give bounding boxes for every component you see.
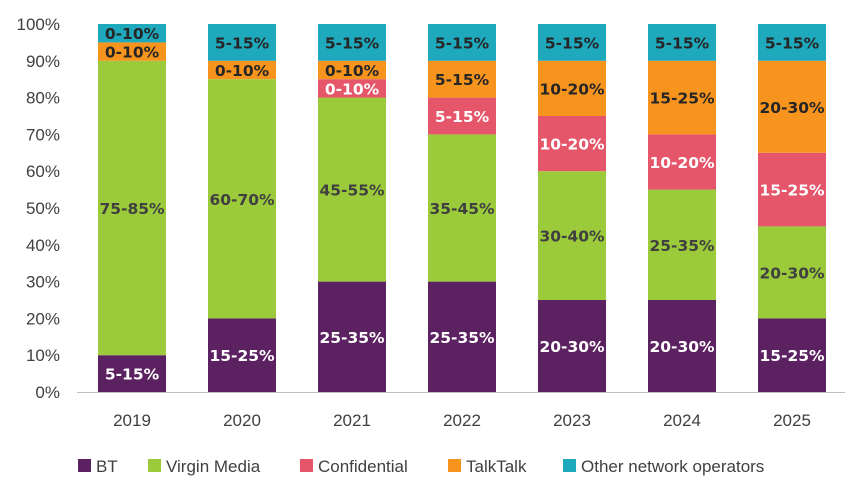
- bar-segment: [98, 24, 166, 43]
- legend-label: Virgin Media: [166, 457, 261, 476]
- x-tick-label: 2021: [333, 411, 371, 430]
- legend-swatch: [448, 459, 461, 472]
- legend-label: TalkTalk: [466, 457, 527, 476]
- data-label: 5-15%: [325, 34, 380, 52]
- data-label: 30-40%: [539, 228, 605, 246]
- data-label: 75-85%: [99, 200, 165, 218]
- bar-segment: [318, 60, 386, 80]
- bar-segment: [208, 24, 276, 61]
- data-label: 25-35%: [319, 329, 385, 347]
- x-tick-label: 2023: [553, 411, 591, 430]
- y-tick-label: 50%: [26, 199, 60, 218]
- legend: BT Virgin Media Confidential TalkTalk Other …: [78, 457, 764, 476]
- data-label: 20-30%: [759, 264, 825, 282]
- data-label: 10-20%: [539, 136, 605, 154]
- bar-segment: [98, 42, 166, 61]
- data-label: 5-15%: [215, 34, 270, 52]
- y-tick-label: 0%: [35, 383, 60, 402]
- y-tick-label: 70%: [26, 125, 60, 144]
- bar-segment: [428, 97, 496, 135]
- bar-segment: [318, 97, 386, 282]
- bar-segment: [208, 318, 276, 392]
- y-tick-label: 80%: [26, 89, 60, 108]
- x-tick-label: 2019: [113, 411, 151, 430]
- data-label: 45-55%: [319, 182, 385, 200]
- bars-area: 5-15%75-85%0-10%0-10%15-25%60-70%0-10%5-…: [98, 24, 826, 392]
- data-label: 25-35%: [649, 237, 715, 255]
- legend-swatch: [563, 459, 576, 472]
- bar-segment: [428, 134, 496, 282]
- bar-segment: [648, 60, 716, 135]
- y-axis: 0% 10% 20% 30% 40% 50% 60% 70% 80% 90% 100%: [17, 15, 60, 402]
- data-label: 20-30%: [759, 99, 825, 117]
- data-label: 60-70%: [209, 191, 275, 209]
- data-label: 35-45%: [429, 200, 495, 218]
- legend-label: Confidential: [318, 457, 408, 476]
- data-label: 5-15%: [655, 34, 710, 52]
- y-tick-label: 20%: [26, 309, 60, 328]
- data-label: 20-30%: [649, 338, 715, 356]
- data-label: 20-30%: [539, 338, 605, 356]
- bar-segment: [758, 60, 826, 153]
- y-tick-label: 60%: [26, 162, 60, 181]
- data-label: 5-15%: [435, 34, 490, 52]
- data-label: 5-15%: [545, 34, 600, 52]
- data-label: 0-10%: [325, 80, 380, 98]
- bar-segment: [318, 281, 386, 392]
- legend-label: Other network operators: [581, 457, 764, 476]
- legend-swatch: [78, 459, 91, 472]
- legend-label: BT: [96, 457, 118, 476]
- bar-segment: [758, 318, 826, 392]
- data-label: 5-15%: [765, 34, 820, 52]
- bar-segment: [538, 116, 606, 172]
- data-label: 0-10%: [215, 62, 270, 80]
- bar-segment: [318, 24, 386, 61]
- bar-segment: [428, 281, 496, 392]
- data-label: 5-15%: [435, 108, 490, 126]
- data-label: 15-25%: [209, 347, 275, 365]
- bar-segment: [758, 226, 826, 319]
- y-tick-label: 100%: [17, 15, 60, 34]
- bar-segment: [758, 24, 826, 61]
- data-label: 5-15%: [105, 366, 160, 384]
- bar-segment: [208, 79, 276, 319]
- x-tick-label: 2022: [443, 411, 481, 430]
- x-tick-label: 2020: [223, 411, 261, 430]
- bar-segment: [98, 60, 166, 356]
- x-tick-label: 2025: [773, 411, 811, 430]
- data-label: 0-10%: [105, 44, 160, 62]
- data-label: 10-20%: [539, 80, 605, 98]
- bar-segment: [208, 60, 276, 80]
- bar-segment: [538, 24, 606, 61]
- bar-segment: [98, 355, 166, 392]
- data-label: 10-20%: [649, 154, 715, 172]
- data-label: 15-25%: [759, 182, 825, 200]
- x-axis: 2019 2020 2021 2022 2023 2024 2025: [113, 411, 811, 430]
- bar-segment: [648, 134, 716, 190]
- data-label: 15-25%: [649, 90, 715, 108]
- legend-swatch: [148, 459, 161, 472]
- bar-segment: [648, 300, 716, 392]
- y-tick-label: 90%: [26, 52, 60, 71]
- bar-segment: [648, 189, 716, 300]
- bar-segment: [648, 24, 716, 61]
- data-label: 25-35%: [429, 329, 495, 347]
- y-tick-label: 40%: [26, 236, 60, 255]
- bar-segment: [428, 24, 496, 61]
- bar-segment: [538, 60, 606, 116]
- data-label: 15-25%: [759, 347, 825, 365]
- bar-segment: [428, 60, 496, 98]
- bar-segment: [538, 300, 606, 392]
- data-label: 5-15%: [435, 71, 490, 89]
- bar-segment: [758, 152, 826, 227]
- y-tick-label: 10%: [26, 346, 60, 365]
- bar-segment: [538, 171, 606, 300]
- data-label: 0-10%: [325, 62, 380, 80]
- legend-swatch: [300, 459, 313, 472]
- data-label: 0-10%: [105, 25, 160, 43]
- x-tick-label: 2024: [663, 411, 701, 430]
- y-tick-label: 30%: [26, 273, 60, 292]
- bar-segment: [318, 79, 386, 98]
